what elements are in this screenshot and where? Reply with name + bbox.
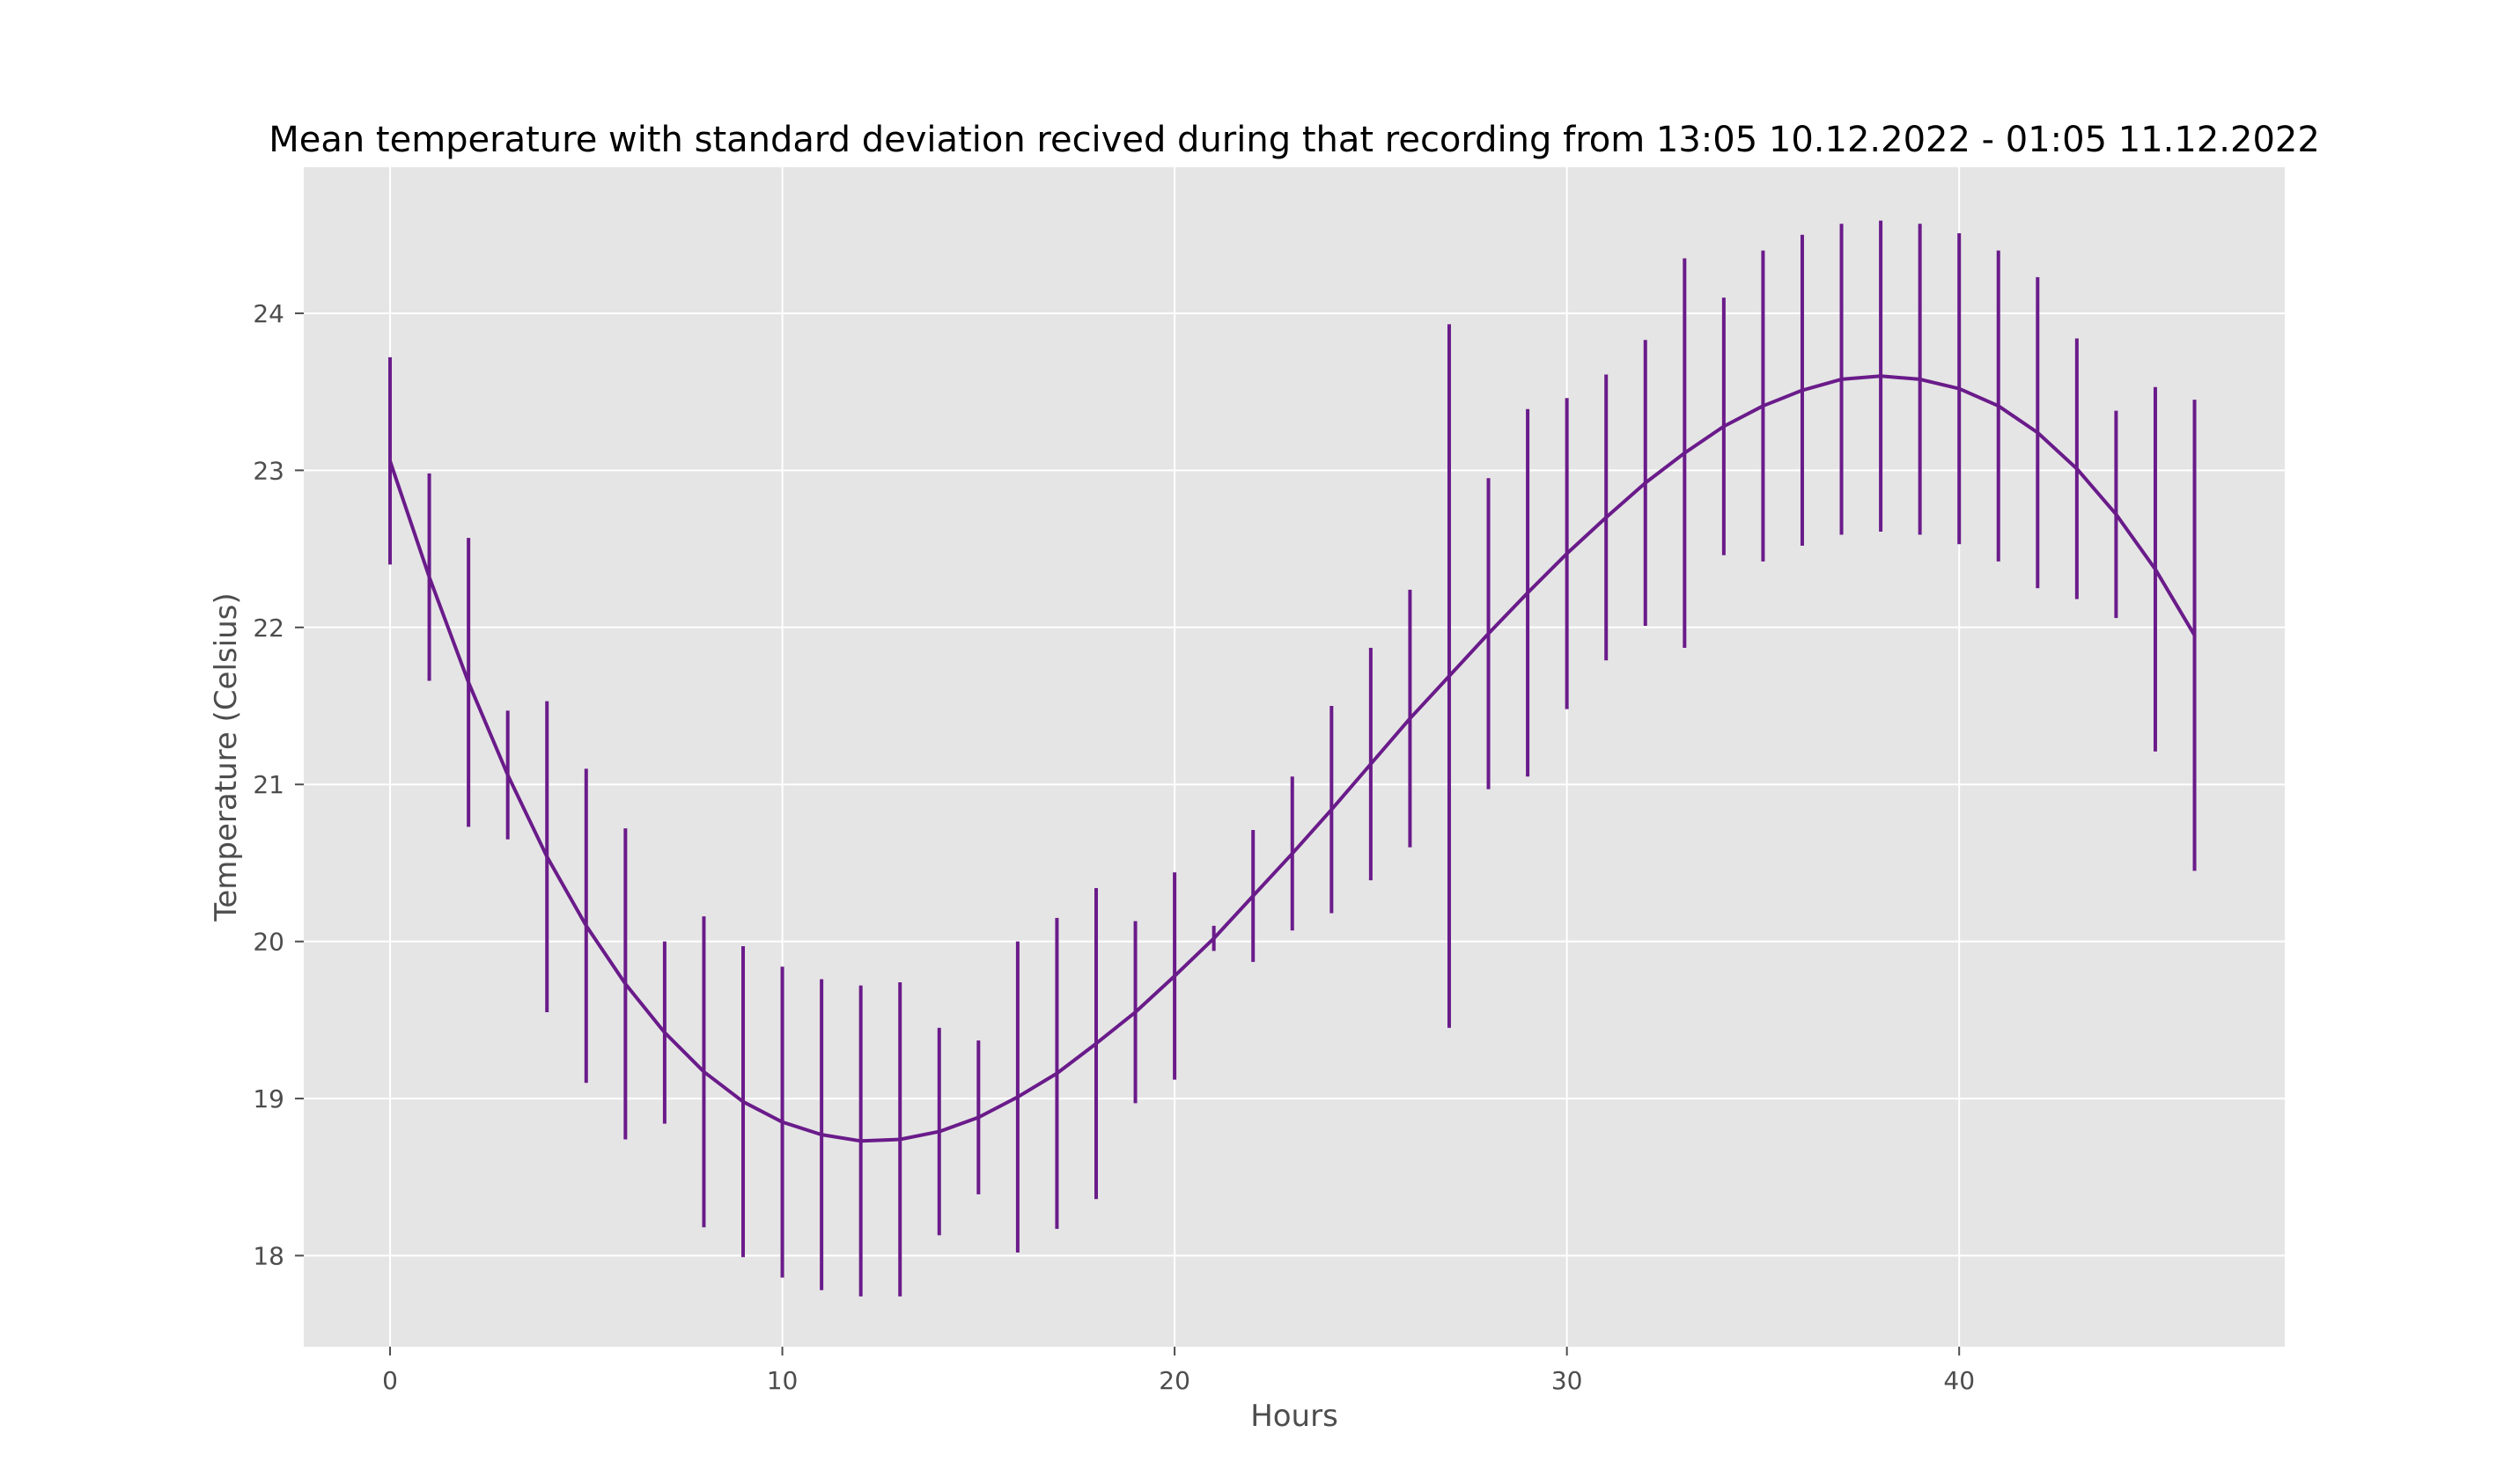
x-tick-label: 0	[382, 1366, 398, 1395]
x-axis-label: Hours	[1250, 1399, 1338, 1434]
y-tick-label: 21	[253, 770, 284, 799]
y-tick-label: 19	[253, 1084, 284, 1113]
plot-area	[304, 167, 2285, 1347]
mean-temperature-line	[388, 374, 2197, 1143]
x-tick-label: 40	[1943, 1366, 1975, 1395]
y-tick-label: 18	[253, 1242, 284, 1271]
x-tick-label: 30	[1551, 1366, 1583, 1395]
y-tick-label: 22	[253, 613, 284, 643]
x-axis-ticks: 0 10 20 30 40	[382, 1347, 1975, 1395]
y-tick-label: 24	[253, 299, 284, 328]
y-tick-label: 23	[253, 456, 284, 485]
y-axis-label: Temperature (Celsius)	[209, 592, 244, 922]
x-tick-label: 20	[1159, 1366, 1190, 1395]
chart-title: Mean temperature with standard deviation…	[269, 120, 2320, 160]
y-tick-label: 20	[253, 928, 284, 957]
x-tick-label: 10	[767, 1366, 799, 1395]
y-axis-ticks: 18 19 20 21 22 23 24	[253, 299, 304, 1271]
